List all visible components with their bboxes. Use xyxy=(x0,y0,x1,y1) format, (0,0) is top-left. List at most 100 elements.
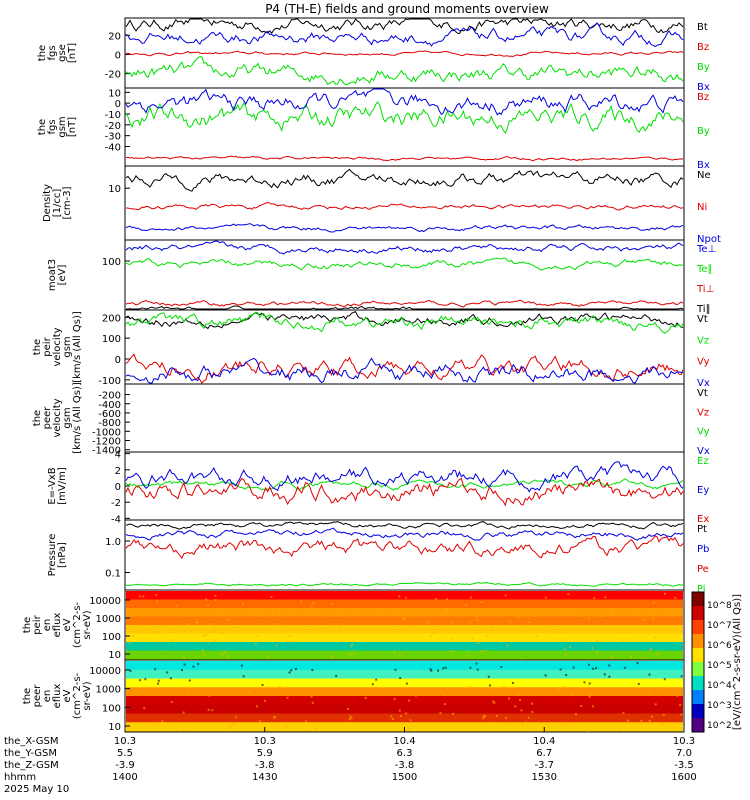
ytick-label: 4 xyxy=(115,450,121,461)
heatmap-cell xyxy=(663,678,666,681)
heatmap-cell xyxy=(491,629,494,632)
heatmap-cell xyxy=(350,645,353,648)
heatmap-cell xyxy=(285,725,288,728)
heatmap-cell xyxy=(206,641,209,644)
heatmap-cell xyxy=(520,709,523,712)
ytick-label: 10 xyxy=(108,184,121,195)
heatmap-cell xyxy=(520,657,523,660)
xaxis-value: 7.0 xyxy=(676,748,692,759)
heatmap-cell xyxy=(449,650,452,653)
heatmap-cell xyxy=(350,716,353,719)
heatmap-cell xyxy=(482,717,485,720)
heatmap-cell xyxy=(619,728,622,731)
heatmap-cell xyxy=(299,600,302,603)
heatmap-cell xyxy=(488,684,491,687)
ytick-label: 20 xyxy=(108,31,121,42)
heatmap-cell xyxy=(504,716,507,719)
ylabel-line: eflux xyxy=(52,613,63,638)
heatmap-cell xyxy=(570,694,573,697)
xaxis-value: 6.3 xyxy=(397,748,413,759)
heatmap-cell xyxy=(446,598,449,601)
heatmap-cell xyxy=(500,665,503,668)
heatmap-cell xyxy=(286,696,289,699)
ytick-label: 0 xyxy=(115,482,121,493)
heatmap-cell xyxy=(589,692,592,695)
heatmap-cell xyxy=(637,682,640,685)
colorbar-tick: 10^4 xyxy=(707,681,732,691)
heatmap-cell xyxy=(348,718,351,721)
heatmap-cell xyxy=(661,722,664,725)
heatmap-cell xyxy=(610,656,613,659)
heatmap-cell xyxy=(610,608,613,611)
heatmap-cell xyxy=(129,669,132,672)
heatmap-cell xyxy=(495,714,498,717)
ytick-label: 2 xyxy=(115,466,121,477)
heatmap-cell xyxy=(254,613,257,616)
ytick-label: -400 xyxy=(98,400,121,411)
heatmap-cell xyxy=(163,654,166,657)
chart-title: P4 (TH-E) fields and ground moments over… xyxy=(265,2,549,16)
heatmap-cell xyxy=(166,671,169,674)
heatmap-cell xyxy=(567,593,570,596)
panel-frame xyxy=(124,519,685,591)
colorbar-tick: 10^6 xyxy=(707,641,732,651)
heatmap-cell xyxy=(335,675,338,678)
heatmap-cell xyxy=(485,721,488,724)
colorbar-tick: 10^8 xyxy=(707,601,732,611)
heatmap-cell xyxy=(648,673,651,676)
heatmap-cell xyxy=(314,609,317,612)
ylabel-line: sr-eV) xyxy=(82,610,93,639)
colorbar-segment xyxy=(692,606,704,621)
heatmap-cell xyxy=(254,642,257,645)
heatmap-cell xyxy=(138,630,141,633)
colorbar-segment xyxy=(692,648,704,663)
heatmap-cell xyxy=(289,634,292,637)
heatmap-cell xyxy=(595,667,598,670)
heatmap-cell xyxy=(592,667,595,670)
ylabel-line: gsm xyxy=(62,336,73,357)
heatmap-cell xyxy=(657,688,660,691)
ylabel-line: [nT] xyxy=(67,117,78,137)
heatmap-cell xyxy=(180,623,183,626)
ytick-label: 100 xyxy=(102,632,121,643)
heatmap-cell xyxy=(680,675,683,678)
heatmap-cell xyxy=(480,650,483,653)
heatmap-cell xyxy=(242,603,245,606)
heatmap-cell xyxy=(592,705,595,708)
heatmap-cell xyxy=(347,707,350,710)
heatmap-cell xyxy=(248,690,251,693)
heatmap-cell xyxy=(527,716,530,719)
heatmap-cell xyxy=(630,655,633,658)
heatmap-cell xyxy=(226,655,229,658)
xaxis-row-label: hhmm xyxy=(4,772,36,783)
heatmap-cell xyxy=(214,639,217,642)
heatmap-cell xyxy=(652,601,655,604)
heatmap-cell xyxy=(223,651,226,654)
heatmap-cell xyxy=(587,729,590,732)
heatmap-band xyxy=(126,669,683,679)
heatmap-cell xyxy=(622,639,625,642)
ylabel-line: peir xyxy=(42,336,53,356)
heatmap-cell xyxy=(335,623,338,626)
heatmap-cell xyxy=(157,682,160,685)
heatmap-cell xyxy=(670,614,673,617)
ylabel-line: velocity xyxy=(52,327,63,366)
heatmap-cell xyxy=(574,713,577,716)
heatmap-cell xyxy=(195,621,198,624)
panel-10: the peer en eflux eV (cm^2-s-sr-eV) 10000 1000 1… xyxy=(22,659,685,733)
ylabel-line: the xyxy=(37,119,48,135)
legend-label: Te∥ xyxy=(696,264,713,275)
ylabel-line: eV xyxy=(62,618,73,631)
heatmap-cell xyxy=(160,624,163,627)
legend-label: Bz xyxy=(697,42,709,53)
heatmap-cell xyxy=(278,722,281,725)
ylabel-line: moat3 xyxy=(47,259,58,291)
ytick-label: 10 xyxy=(108,722,121,733)
ytick-label: -30 xyxy=(105,132,121,143)
series-line-Vz xyxy=(125,311,684,334)
heatmap-cell xyxy=(480,601,483,604)
series-line-Pb xyxy=(125,527,684,541)
heatmap-cell xyxy=(282,624,285,627)
ylabel-line: [eV] xyxy=(57,265,68,286)
heatmap-cell xyxy=(188,679,191,682)
